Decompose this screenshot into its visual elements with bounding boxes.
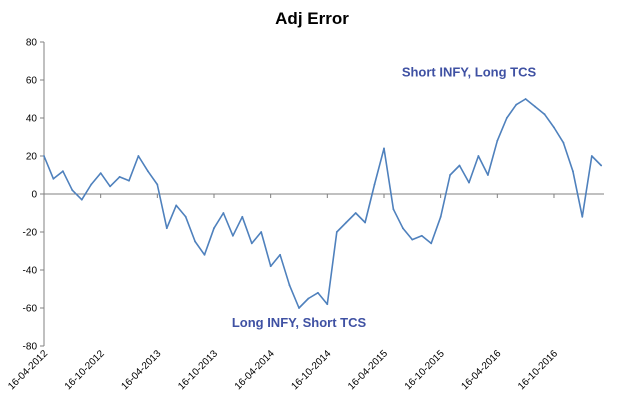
data-point <box>581 215 584 218</box>
data-point <box>213 227 215 230</box>
data-point <box>335 231 338 233</box>
axes <box>40 41 604 347</box>
y-tick-label: 40 <box>26 114 38 125</box>
x-tick-label: 16-04-2013 <box>119 348 163 392</box>
data-point <box>458 164 461 167</box>
data-point <box>373 183 376 186</box>
y-tick-label: -40 <box>23 266 38 277</box>
data-point <box>260 231 263 233</box>
data-point <box>90 183 93 186</box>
data-point <box>572 170 574 173</box>
annotation-short-infy: Short INFY, Long TCS <box>402 64 537 79</box>
data-point <box>534 105 536 108</box>
x-tick-label: 16-10-2015 <box>403 348 447 392</box>
data-point <box>449 174 451 176</box>
data-point <box>43 155 45 157</box>
x-tick-labels: 16-04-2012 16-10-2012 16-04-2013 16-10-2013… <box>6 348 560 392</box>
x-tick-label: 16-04-2012 <box>6 348 50 392</box>
data-point <box>203 253 206 256</box>
data-points <box>43 98 603 309</box>
data-point <box>250 242 253 245</box>
y-tick-label: 20 <box>26 152 38 163</box>
x-tick-label: 16-04-2016 <box>459 348 503 392</box>
data-point <box>411 238 414 241</box>
y-tick-labels: 80 60 40 20 0 -20 -40 -60 -80 <box>23 38 38 353</box>
data-point <box>269 265 272 268</box>
data-point <box>515 103 518 106</box>
data-point <box>222 212 225 214</box>
data-point <box>80 198 83 201</box>
data-point <box>326 303 329 306</box>
data-point <box>392 208 395 211</box>
data-point <box>562 141 565 144</box>
data-point <box>109 185 111 188</box>
series-line <box>43 98 602 309</box>
data-point <box>420 234 423 237</box>
data-point <box>184 215 187 218</box>
data-point <box>156 183 159 186</box>
data-point <box>241 215 244 218</box>
y-tick-label: -60 <box>23 304 38 315</box>
data-point <box>279 253 281 256</box>
data-point <box>99 172 102 175</box>
x-tick-label: 16-04-2014 <box>233 348 277 392</box>
annotation-long-infy: Long INFY, Short TCS <box>232 315 367 330</box>
y-tick-label: 80 <box>26 38 38 49</box>
y-tick-label: -80 <box>23 342 38 353</box>
x-tick-label: 16-10-2012 <box>63 348 107 392</box>
x-tick-label: 16-10-2016 <box>516 348 560 392</box>
data-point <box>600 164 603 167</box>
data-point <box>307 297 310 300</box>
data-point <box>128 179 130 182</box>
data-point <box>590 155 593 157</box>
data-point <box>147 170 149 173</box>
data-point <box>71 189 74 192</box>
data-point <box>524 98 527 100</box>
data-point <box>402 227 404 230</box>
data-point <box>175 204 178 207</box>
x-tick-label: 16-04-2015 <box>346 348 390 392</box>
data-point <box>468 181 470 184</box>
data-point <box>543 113 546 116</box>
y-tick-label: 0 <box>31 190 37 201</box>
x-tick-label: 16-10-2013 <box>176 348 220 392</box>
data-point <box>62 170 64 173</box>
data-point <box>477 155 480 157</box>
data-point <box>232 234 234 237</box>
y-tick-label: 60 <box>26 76 38 87</box>
data-point <box>430 242 433 245</box>
data-point <box>505 117 508 119</box>
data-point <box>345 221 348 224</box>
x-tick-label: 16-10-2014 <box>289 348 333 392</box>
data-point <box>194 240 197 243</box>
data-point <box>496 139 499 142</box>
data-point <box>354 212 357 214</box>
data-point <box>439 215 442 218</box>
data-point <box>288 284 291 287</box>
y-tick-label: -20 <box>23 228 38 239</box>
data-point <box>118 176 121 178</box>
data-point <box>137 155 140 157</box>
data-point <box>52 177 55 180</box>
data-point <box>487 174 489 176</box>
data-point <box>165 227 168 230</box>
data-point <box>364 221 366 224</box>
data-point <box>317 291 319 294</box>
data-point <box>298 307 300 309</box>
chart-title: Adj Error <box>275 9 349 28</box>
data-point <box>383 147 385 150</box>
data-point <box>553 126 555 129</box>
